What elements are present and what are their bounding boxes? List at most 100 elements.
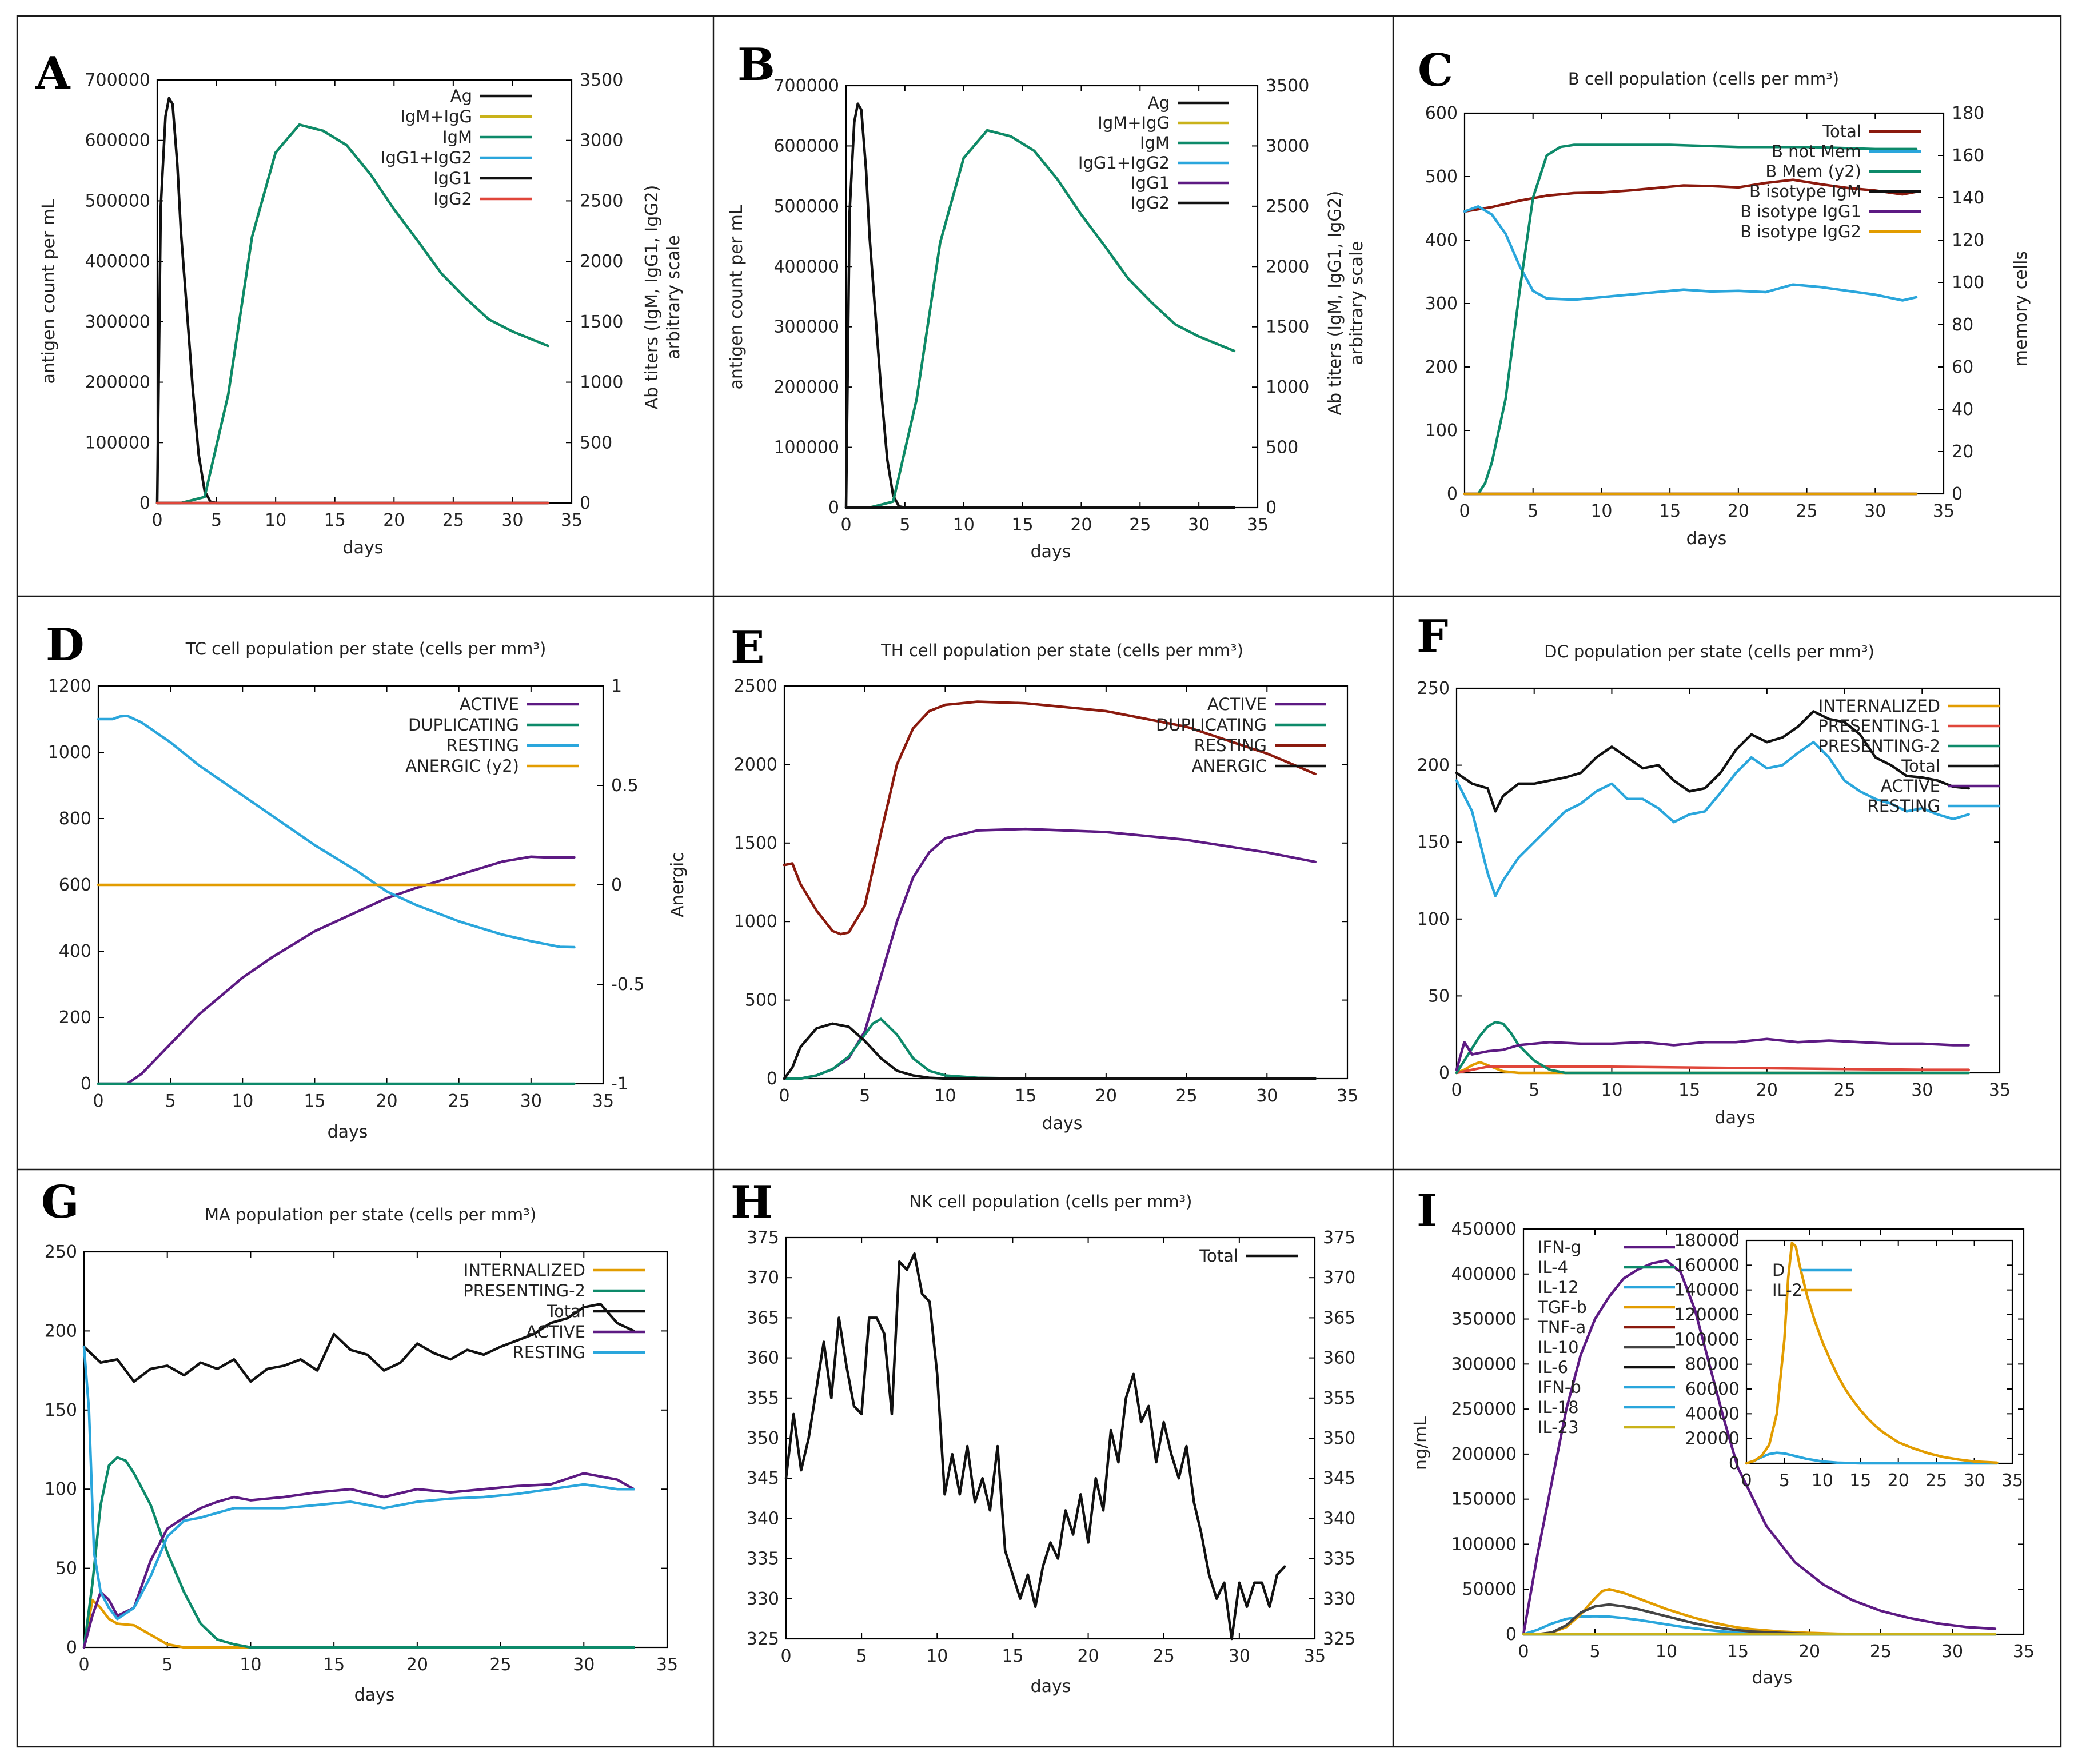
chart-title: B cell population (cells per mm³) — [1568, 69, 1839, 89]
x-tick-label: 10 — [265, 510, 286, 530]
inset-background — [1746, 1240, 2012, 1463]
y-tick-label: 355 — [747, 1388, 779, 1408]
x-tick-label: 25 — [1796, 501, 1817, 521]
y2-tick-label: 0 — [1952, 484, 1963, 504]
x-tick-label: 5 — [856, 1646, 867, 1666]
y2-tick-label: -0.5 — [611, 975, 645, 995]
y-tick-label: 200000 — [773, 377, 839, 397]
y-tick-label: 365 — [747, 1308, 779, 1328]
x-tick-label: 20 — [1077, 1646, 1099, 1666]
y-tick-label: 250 — [1417, 679, 1450, 699]
legend-label: Total — [546, 1302, 585, 1321]
y-tick-label: 0 — [828, 498, 839, 518]
y2-tick-label: 345 — [1323, 1468, 1355, 1488]
x-axis-label: days — [328, 1122, 368, 1142]
x-tick-label: 20 — [1888, 1471, 1909, 1491]
legend-label: Total — [1822, 122, 1861, 141]
legend-label: ACTIVE — [1207, 695, 1267, 714]
x-tick-label: 15 — [1849, 1471, 1871, 1491]
y-tick-label: 120000 — [1674, 1305, 1740, 1325]
y-tick-label: 300000 — [85, 312, 150, 332]
x-tick-label: 10 — [1601, 1080, 1622, 1100]
panel-letter-i: I — [1417, 1185, 1438, 1237]
series-line-active — [82, 1472, 635, 1649]
y-tick-label: 370 — [747, 1268, 779, 1288]
panel-letter-d: D — [46, 619, 85, 671]
y2-tick-label: 2500 — [580, 191, 623, 211]
legend-label: PRESENTING-2 — [1818, 736, 1940, 756]
x-tick-label: 25 — [1129, 515, 1151, 535]
legend-label: B isotype IgM — [1749, 182, 1861, 201]
y-tick-label: 0 — [139, 493, 150, 513]
x-tick-label: 0 — [1459, 501, 1470, 521]
legend-label: IL-12 — [1538, 1278, 1579, 1297]
chart-c: 0 5 10 15 20 25 30 3501002003004005006000204060… — [1425, 69, 2031, 549]
legend-label: IgG2 — [433, 189, 472, 209]
y2-tick-label: 1500 — [580, 312, 623, 332]
panel-letter-h: H — [731, 1176, 773, 1228]
y-tick-label: 345 — [747, 1468, 779, 1488]
chart-e: 0 5 10 15 20 25 30 35 0 500 1000 1500 2000 2500 TH cel… — [734, 641, 1358, 1134]
series-line-active — [1455, 1037, 1970, 1071]
x-tick-label: 10 — [232, 1091, 253, 1111]
y2-axis-label: arbitrary scale — [664, 235, 684, 360]
legend-label: IgG1 — [1131, 173, 1170, 193]
legend-label: INTERNALIZED — [1818, 696, 1940, 716]
legend-label: RESTING — [1194, 736, 1267, 755]
y-tick-label: 50 — [1428, 986, 1450, 1006]
y-tick-label: 150 — [45, 1400, 77, 1420]
x-axis-label: days — [343, 538, 384, 558]
x-tick-label: 15 — [323, 1655, 345, 1675]
series-line-total — [1455, 710, 1970, 813]
x-tick-label: 35 — [1247, 515, 1269, 535]
x-axis-label: days — [1715, 1108, 1756, 1128]
series-line-ag — [844, 102, 1236, 509]
y-tick-label: 400000 — [85, 252, 150, 272]
series-line-presenting-2 — [82, 1456, 635, 1649]
y-tick-label: 200000 — [1451, 1444, 1517, 1464]
x-tick-label: 25 — [1175, 1086, 1197, 1106]
y2-tick-label: 330 — [1323, 1589, 1355, 1609]
y-tick-label: 700000 — [85, 70, 150, 90]
y2-tick-label: 500 — [580, 433, 612, 453]
chart-i-inset: 0 5 10 15 20 25 30 35 0 20000 40000 60000 80000 10000… — [1674, 1231, 2023, 1491]
x-tick-label: 20 — [406, 1655, 428, 1675]
legend-label: Total — [1199, 1246, 1238, 1266]
series-line-b-mem-y2- — [1463, 143, 1918, 496]
x-tick-label: 20 — [383, 510, 405, 530]
y-tick-label: 0 — [1729, 1454, 1740, 1474]
legend-label: TGF-b — [1537, 1298, 1587, 1317]
chart-h: 0 5 10 15 20 25 30 3532533033534034535035536036… — [747, 1192, 1356, 1697]
y-tick-label: 1200 — [48, 676, 91, 696]
y2-tick-label: 340 — [1323, 1508, 1355, 1528]
legend-label: DUPLICATING — [1156, 715, 1267, 735]
legend-label: IgM — [1140, 133, 1170, 153]
y-tick-label: 600 — [1425, 103, 1458, 123]
x-axis-label: days — [1686, 529, 1727, 549]
y-tick-label: 300000 — [1451, 1354, 1517, 1374]
series-line-resting — [783, 700, 1317, 936]
y2-tick-label: 3000 — [1266, 136, 1309, 156]
y-tick-label: 200 — [1425, 357, 1458, 377]
chart-title: NK cell population (cells per mm³) — [910, 1192, 1192, 1211]
y-tick-label: 180000 — [1674, 1231, 1740, 1251]
y-tick-label: 0 — [1439, 1063, 1450, 1083]
legend-label: B isotype IgG1 — [1740, 202, 1861, 221]
x-axis-label: days — [1042, 1114, 1083, 1134]
y-tick-label: 200 — [1417, 756, 1450, 776]
y-tick-label: 400000 — [1451, 1264, 1517, 1284]
x-tick-label: 15 — [1002, 1646, 1023, 1666]
legend-label: ACTIVE — [526, 1322, 585, 1342]
legend-label: PRESENTING-2 — [463, 1281, 585, 1300]
y-tick-label: 50 — [55, 1559, 77, 1579]
series-line-presenting-1 — [1455, 1065, 1970, 1075]
legend-label: Ag — [450, 86, 472, 106]
series-line-il-2 — [1745, 1242, 1999, 1465]
y-tick-label: 500 — [745, 991, 777, 1011]
y-tick-label: 60000 — [1685, 1379, 1740, 1399]
y-tick-label: 400 — [59, 941, 91, 961]
y2-tick-label: 325 — [1323, 1629, 1355, 1649]
y-axis-label: antigen count per mL — [39, 199, 59, 384]
x-tick-label: 0 — [779, 1086, 789, 1106]
